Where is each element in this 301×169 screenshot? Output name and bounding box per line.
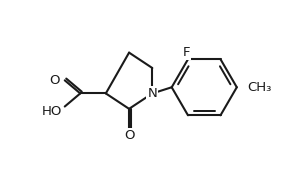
Text: O: O [124, 129, 134, 142]
Text: O: O [50, 74, 60, 87]
Text: N: N [147, 87, 157, 100]
Text: CH₃: CH₃ [248, 81, 272, 94]
Text: HO: HO [41, 105, 62, 118]
Text: F: F [183, 46, 190, 59]
